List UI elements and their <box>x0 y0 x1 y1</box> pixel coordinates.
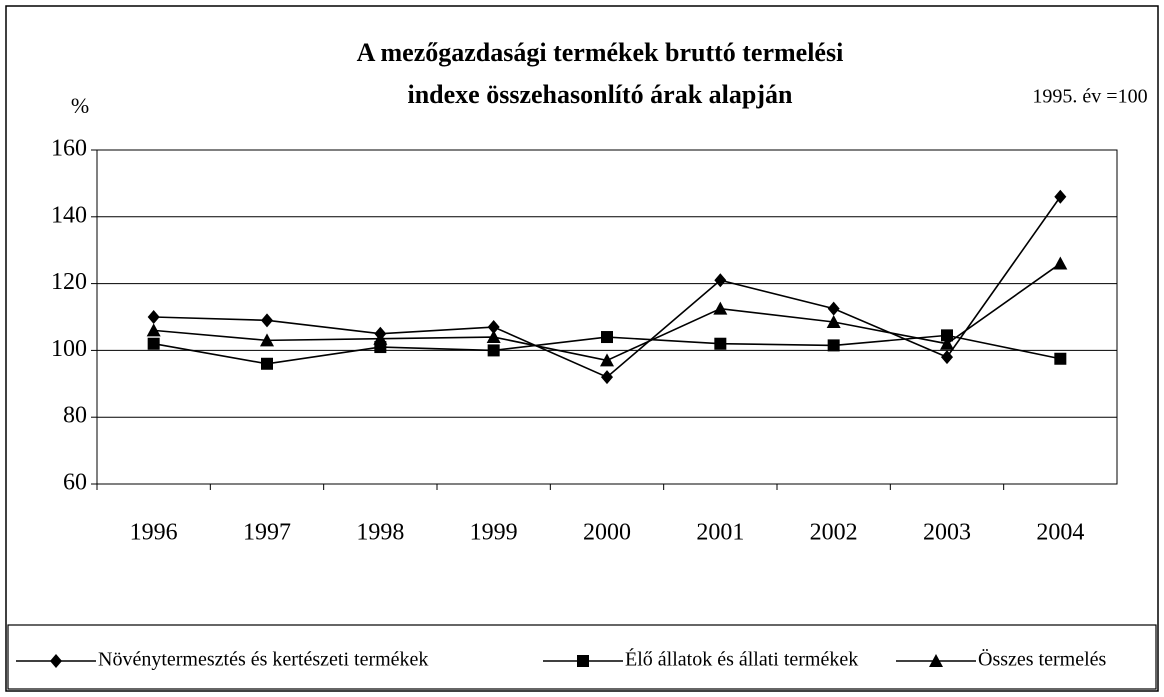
marker <box>827 301 840 316</box>
marker <box>714 337 727 350</box>
y-tick-label: 80 <box>63 403 87 429</box>
marker <box>261 313 273 328</box>
marker <box>1054 352 1067 365</box>
marker <box>714 273 727 288</box>
annotation: 1995. év =100 <box>1032 86 1147 108</box>
y-tick-label: 60 <box>63 470 87 496</box>
x-tick-label: 1997 <box>243 520 291 546</box>
marker <box>260 333 274 347</box>
marker <box>577 655 589 667</box>
y-tick-label: 120 <box>51 269 87 295</box>
marker <box>601 370 613 385</box>
marker <box>941 329 953 342</box>
marker <box>1054 189 1067 204</box>
marker <box>600 353 614 367</box>
x-tick-label: 2003 <box>923 520 971 546</box>
x-tick-label: 1996 <box>130 520 178 546</box>
x-tick-label: 2002 <box>810 520 858 546</box>
marker <box>929 654 943 667</box>
marker <box>713 301 728 315</box>
legend-label: Növénytermesztés és kertészeti termékek <box>98 649 428 671</box>
marker <box>487 344 500 357</box>
marker <box>486 330 501 344</box>
y-axis-label: % <box>71 93 89 118</box>
legend-label: Összes termelés <box>978 648 1107 671</box>
legend-label: Élő állatok és állati termékek <box>625 648 858 671</box>
chart-title: indexe összehasonlító árak alapján <box>408 80 794 109</box>
marker <box>487 320 500 335</box>
y-tick-label: 140 <box>51 202 87 228</box>
x-tick-label: 1998 <box>356 520 404 546</box>
marker <box>941 350 953 365</box>
marker <box>50 654 62 668</box>
marker <box>1053 256 1068 270</box>
plot-area <box>96 149 1118 485</box>
marker <box>826 315 841 329</box>
marker <box>601 331 613 344</box>
chart-title: A mezőgazdasági termékek bruttó termelés… <box>357 38 844 67</box>
marker <box>147 337 160 350</box>
y-tick-label: 100 <box>51 336 87 362</box>
marker <box>146 323 161 337</box>
marker <box>940 336 954 350</box>
y-tick-label: 160 <box>51 136 87 162</box>
marker <box>827 339 840 352</box>
marker <box>373 331 388 345</box>
marker <box>147 310 160 324</box>
legend-box <box>7 624 1157 690</box>
x-tick-label: 1999 <box>470 520 518 546</box>
marker <box>261 357 273 370</box>
x-tick-label: 2001 <box>696 520 744 546</box>
x-tick-label: 2000 <box>583 520 631 546</box>
x-tick-label: 2004 <box>1036 520 1084 546</box>
